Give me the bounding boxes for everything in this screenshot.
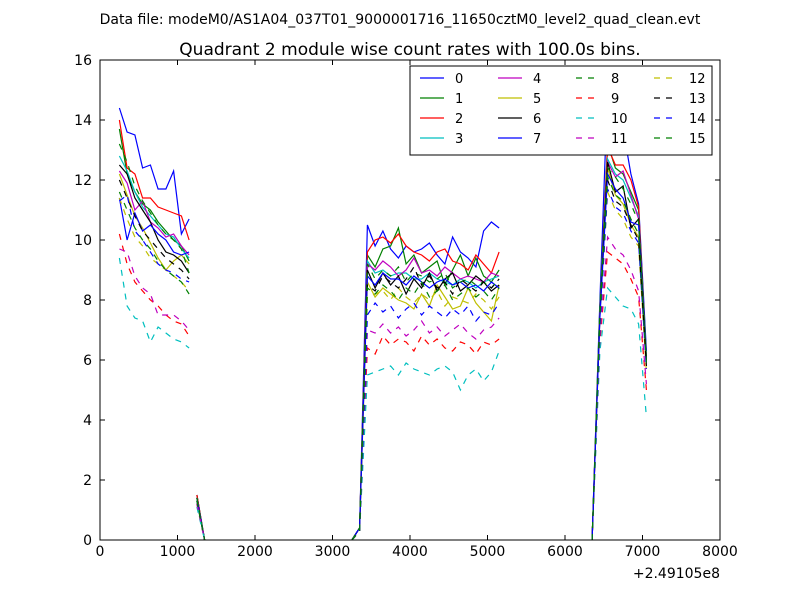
series-12 bbox=[118, 191, 647, 541]
series-12-line bbox=[591, 191, 647, 541]
x-offset-label: +2.49105e8 bbox=[633, 566, 720, 582]
series-7-line bbox=[351, 272, 500, 541]
axes-layer: 0 1000 2000 3000 4000 5000 6000 7000 80000246810… bbox=[74, 53, 738, 560]
series-13-line bbox=[118, 179, 190, 280]
y-tick-label: 10 bbox=[74, 233, 92, 249]
y-tick-label: 16 bbox=[74, 53, 92, 69]
series-11-line bbox=[591, 235, 647, 541]
series-11-line bbox=[351, 317, 500, 541]
series-6-line bbox=[118, 164, 190, 274]
series-6-line bbox=[351, 269, 500, 541]
x-tick-label: 4000 bbox=[392, 544, 428, 560]
y-tick-label: 6 bbox=[83, 353, 92, 369]
series-14-line bbox=[591, 188, 647, 541]
y-tick-label: 4 bbox=[83, 413, 92, 429]
legend-label-5: 5 bbox=[533, 92, 541, 107]
x-tick-label: 0 bbox=[96, 544, 105, 560]
series-7-line bbox=[118, 197, 190, 256]
legend-label-15: 15 bbox=[689, 132, 706, 147]
series-11-line bbox=[119, 248, 190, 331]
series-1-line bbox=[351, 226, 500, 541]
series-14-line bbox=[119, 193, 190, 283]
series-2-line bbox=[351, 233, 500, 541]
series-13-line bbox=[351, 265, 500, 541]
legend-label-3: 3 bbox=[455, 132, 463, 147]
x-tick-label: 1000 bbox=[160, 544, 196, 560]
series-5-line bbox=[351, 279, 500, 541]
legend-label-10: 10 bbox=[611, 112, 628, 127]
series-15-line bbox=[351, 280, 500, 541]
series-12-line bbox=[351, 287, 500, 541]
series-layer bbox=[118, 89, 647, 541]
x-tick-label: 8000 bbox=[702, 544, 738, 560]
series-2-line bbox=[118, 119, 190, 241]
legend-label-4: 4 bbox=[533, 72, 541, 87]
chart-subtitle: Data file: modeM0/AS1A04_037T01_90000017… bbox=[100, 12, 701, 28]
legend-label-0: 0 bbox=[455, 72, 463, 87]
series-7-line bbox=[591, 171, 647, 541]
series-3-line bbox=[118, 155, 190, 259]
legend-label-6: 6 bbox=[533, 112, 541, 127]
y-tick-label: 2 bbox=[83, 473, 92, 489]
series-0-line bbox=[118, 107, 190, 237]
y-tick-label: 12 bbox=[74, 173, 92, 189]
x-tick-label: 3000 bbox=[315, 544, 351, 560]
series-15-line bbox=[118, 191, 190, 295]
legend-label-12: 12 bbox=[689, 72, 706, 87]
series-14 bbox=[119, 188, 647, 541]
series-12-line bbox=[118, 197, 190, 292]
series-3-line bbox=[351, 259, 500, 541]
series-15 bbox=[118, 176, 647, 541]
legend-label-8: 8 bbox=[611, 72, 619, 87]
series-8-line bbox=[351, 263, 500, 541]
chart-title: Quadrant 2 module wise count rates with … bbox=[179, 40, 640, 60]
y-tick-label: 8 bbox=[83, 293, 92, 309]
series-15-line bbox=[591, 176, 647, 541]
series-11 bbox=[119, 235, 647, 541]
series-10-line bbox=[118, 257, 190, 349]
legend-label-1: 1 bbox=[455, 92, 463, 107]
legend-label-14: 14 bbox=[689, 112, 706, 127]
x-tick-label: 2000 bbox=[237, 544, 273, 560]
legend-label-2: 2 bbox=[455, 112, 463, 127]
y-tick-label: 0 bbox=[83, 533, 92, 549]
legend-box bbox=[409, 65, 713, 156]
series-4-line bbox=[118, 170, 190, 256]
x-tick-label: 6000 bbox=[547, 544, 583, 560]
y-tick-label: 14 bbox=[74, 113, 92, 129]
series-4-line bbox=[351, 256, 500, 541]
legend-label-11: 11 bbox=[611, 132, 628, 147]
series-14-line bbox=[351, 302, 500, 541]
series-10-line bbox=[351, 350, 500, 541]
series-10 bbox=[118, 257, 647, 541]
series-10-line bbox=[196, 506, 206, 541]
series-9-line bbox=[118, 233, 190, 337]
legend-label-9: 9 bbox=[611, 92, 619, 107]
legend-label-13: 13 bbox=[689, 92, 706, 107]
series-9 bbox=[118, 233, 647, 541]
x-tick-label: 5000 bbox=[470, 544, 506, 560]
x-tick-label: 7000 bbox=[625, 544, 661, 560]
legend-label-7: 7 bbox=[533, 132, 541, 147]
series-0-line bbox=[351, 221, 500, 541]
series-9-line bbox=[351, 334, 500, 541]
series-9-line bbox=[591, 250, 647, 541]
